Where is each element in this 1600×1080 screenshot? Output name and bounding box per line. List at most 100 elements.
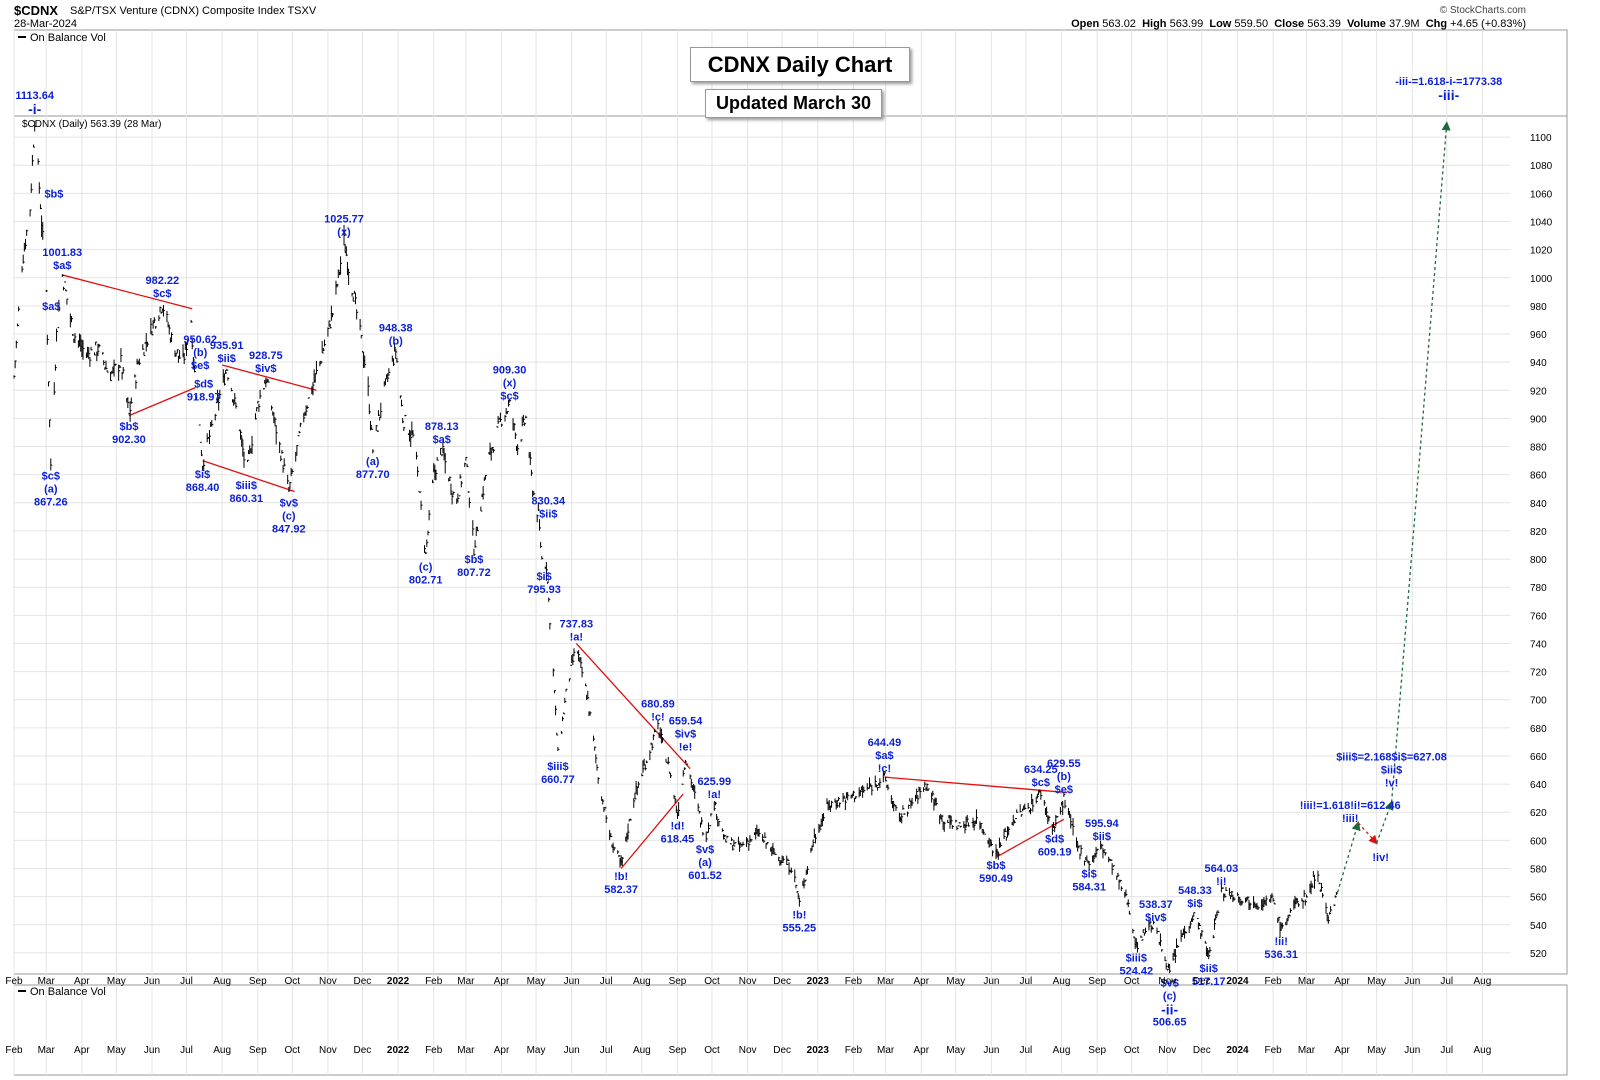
wave-label-line: 595.94 — [1085, 818, 1120, 830]
x-tick-label: Apr — [74, 976, 90, 987]
wave-label-line: 524.42 — [1119, 966, 1153, 978]
wave-label-line: 860.31 — [229, 493, 263, 505]
chg-label: Chg — [1425, 18, 1448, 30]
wave-label-line: !iv! — [1372, 852, 1389, 864]
wave-label-line: $iii$ — [547, 761, 568, 773]
y-tick-label: 820 — [1530, 527, 1547, 538]
wave-label: $c$(a)867.26 — [34, 470, 68, 508]
wave-label-line: 1113.64 — [15, 90, 54, 102]
wave-label-line: $iii$ — [1381, 764, 1402, 776]
wave-label-line: 802.71 — [409, 574, 443, 586]
projection-layer — [1336, 121, 1451, 893]
y-tick-label: 940 — [1530, 358, 1547, 369]
trendline-layer — [62, 274, 1068, 869]
x-tick-label-bottom: Nov — [319, 1045, 337, 1056]
wave-label: 644.49$a$!c! — [868, 737, 902, 775]
y-tick-label: 840 — [1530, 499, 1547, 510]
wave-label-line: !c! — [878, 763, 891, 775]
open-value: 563.02 — [1102, 18, 1136, 30]
bottom-indicator-panel — [13, 984, 1568, 1076]
wave-label: $iii$=2.168$i$=627.08$iii$!v! — [1336, 751, 1447, 789]
wave-label-line: -iii-=1.618-i-=1773.38 — [1395, 76, 1502, 88]
wave-label-line: 659.54 — [669, 716, 704, 728]
x-tick-label: Jun — [1404, 976, 1420, 987]
wave-label-line: 737.83 — [559, 619, 593, 631]
y-tick-label: 560 — [1530, 893, 1547, 904]
wave-label: !iii!=1.618!i!=612.46!iii! — [1300, 800, 1401, 825]
x-tick-label-bottom: Nov — [739, 1045, 757, 1056]
x-tick-label: Mar — [38, 976, 56, 987]
wave-label: $v$(a)601.52 — [688, 844, 722, 882]
wave-label: $d$918.97 — [187, 379, 221, 404]
x-tick-label: Feb — [425, 976, 443, 987]
x-tick-label-bottom: Aug — [1053, 1045, 1071, 1056]
wave-label-line: $v$ — [280, 498, 298, 510]
trendline — [575, 643, 691, 770]
wave-label-line: !b! — [792, 909, 806, 921]
wave-label-line: 830.34 — [532, 495, 567, 507]
wave-label-line: 536.31 — [1264, 949, 1298, 961]
wave-label: 878.13$a$ — [425, 421, 459, 446]
y-tick-label: 960 — [1530, 330, 1547, 341]
wave-label-line: $ii$ — [1200, 963, 1218, 975]
wave-label: $b$807.72 — [457, 554, 491, 579]
price-bars-layer — [13, 120, 1338, 974]
x-tick-label-bottom: Oct — [704, 1045, 720, 1056]
x-tick-label: Apr — [913, 976, 929, 987]
x-tick-label: Sep — [249, 976, 267, 987]
wave-label-line: !d! — [670, 820, 684, 832]
y-tick-label: 700 — [1530, 696, 1547, 707]
x-tick-label-bottom: Dec — [1193, 1045, 1211, 1056]
wave-label-line: 582.37 — [604, 884, 638, 896]
price-panel — [13, 115, 1568, 975]
wave-label-line: 918.97 — [187, 392, 221, 404]
wave-label-line: 538.37 — [1139, 899, 1173, 911]
wave-label-line: $iii$=2.168$i$=627.08 — [1336, 751, 1447, 763]
x-tick-label: Aug — [213, 976, 231, 987]
close-value: 563.39 — [1307, 18, 1341, 30]
wave-label-line: -iii- — [1438, 87, 1459, 103]
wave-label-line: (a) — [44, 483, 58, 495]
wave-label-line: $iii$ — [236, 480, 257, 492]
bottom-indicator-legend: On Balance Vol — [30, 986, 106, 998]
wave-label: 1001.83$a$ — [42, 247, 82, 272]
chg-value: +4.65 (+0.83%) — [1450, 18, 1526, 30]
x-tick-label-bottom: May — [527, 1045, 546, 1056]
y-tick-label: 1080 — [1530, 161, 1553, 172]
wave-label-line: $c$ — [153, 288, 171, 300]
x-tick-label-bottom: Jun — [144, 1045, 160, 1056]
x-tick-label: Mar — [1298, 976, 1316, 987]
y-tick-label: 1060 — [1530, 189, 1553, 200]
wave-label-line: $a$ — [433, 434, 451, 446]
stockcharts-credit: © StockCharts.com — [1439, 5, 1526, 16]
wave-label-line: $i$ — [1081, 868, 1096, 880]
trendline — [620, 793, 684, 869]
x-tick-label: Sep — [1088, 976, 1106, 987]
wave-label-line: (b) — [389, 335, 403, 347]
x-tick-label-bottom: Oct — [1124, 1045, 1140, 1056]
wave-label: $b$902.30 — [112, 421, 146, 446]
wave-label-line: 902.30 — [112, 434, 146, 446]
wave-label-line: !iii! — [1342, 813, 1359, 825]
x-tick-label-bottom: Jun — [983, 1045, 999, 1056]
x-tick-label: Feb — [1265, 976, 1283, 987]
wave-label-line: $ii$ — [1093, 831, 1111, 843]
x-tick-label: 2022 — [387, 976, 410, 987]
wave-label-line: 548.33 — [1178, 885, 1212, 897]
wave-label-line: 1025.77 — [324, 214, 364, 226]
wave-label-line: $i$ — [195, 469, 210, 481]
x-tick-label: Nov — [319, 976, 337, 987]
wave-label-line: 618.45 — [661, 833, 695, 845]
wave-label-line: (c) — [1163, 991, 1177, 1003]
wave-label-line: $b$ — [44, 188, 63, 200]
x-tick-label-bottom: Aug — [1474, 1045, 1492, 1056]
wave-label: !b!582.37 — [604, 871, 638, 896]
y-tick-label: 760 — [1530, 611, 1547, 622]
x-tick-label-bottom: Dec — [354, 1045, 372, 1056]
wave-label-line: 948.38 — [379, 322, 413, 334]
x-tick-label-bottom: Feb — [5, 1045, 23, 1056]
wave-label: 680.89!c! — [641, 699, 675, 724]
wave-label-line: 878.13 — [425, 421, 459, 433]
wave-label: 625.99!a! — [697, 776, 731, 801]
